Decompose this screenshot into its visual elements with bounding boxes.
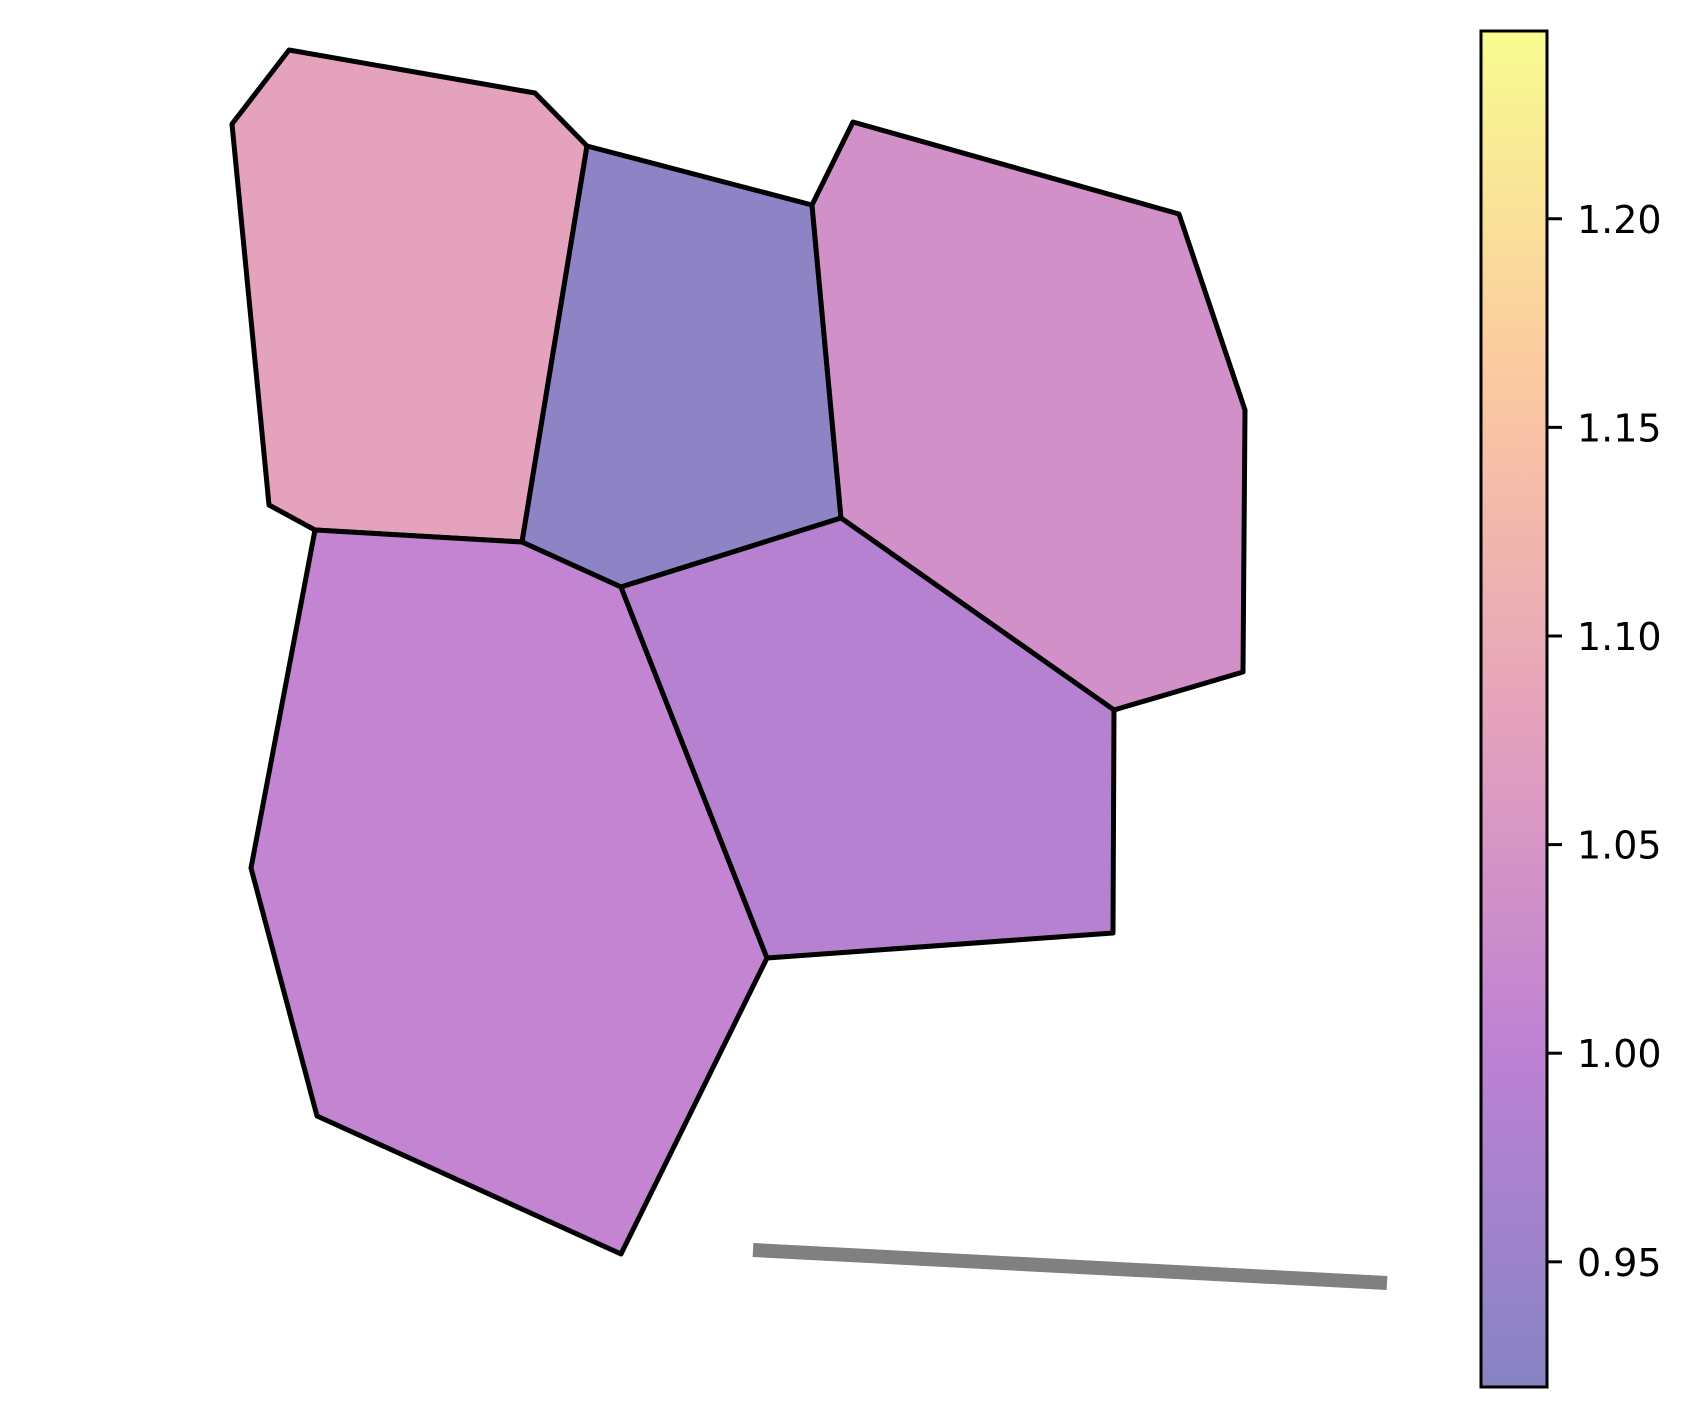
cell-bottom-left bbox=[248, 527, 770, 1257]
gray-line-segment bbox=[752, 1243, 1388, 1290]
line-segment-layer bbox=[752, 1243, 1388, 1290]
cell-bottom-middle bbox=[618, 515, 1117, 961]
colorbar-tick-label: 1.20 bbox=[1577, 198, 1662, 242]
colorbar-tick-label: 1.10 bbox=[1577, 615, 1662, 659]
colorbar-tick-label: 1.15 bbox=[1577, 406, 1662, 450]
colorbar-tick-label: 1.00 bbox=[1577, 1032, 1662, 1076]
colorbar: 0.95 1.00 1.05 1.10 1.15 1.20 bbox=[1479, 29, 1662, 1389]
colorbar-ticks: 0.95 1.00 1.05 1.10 1.15 1.20 bbox=[1547, 198, 1662, 1285]
voronoi-cells bbox=[229, 47, 1248, 1257]
colorbar-gradient bbox=[1479, 29, 1549, 1389]
colorbar-tick-label: 0.95 bbox=[1577, 1241, 1662, 1285]
colorbar-tick-label: 1.05 bbox=[1577, 824, 1662, 868]
